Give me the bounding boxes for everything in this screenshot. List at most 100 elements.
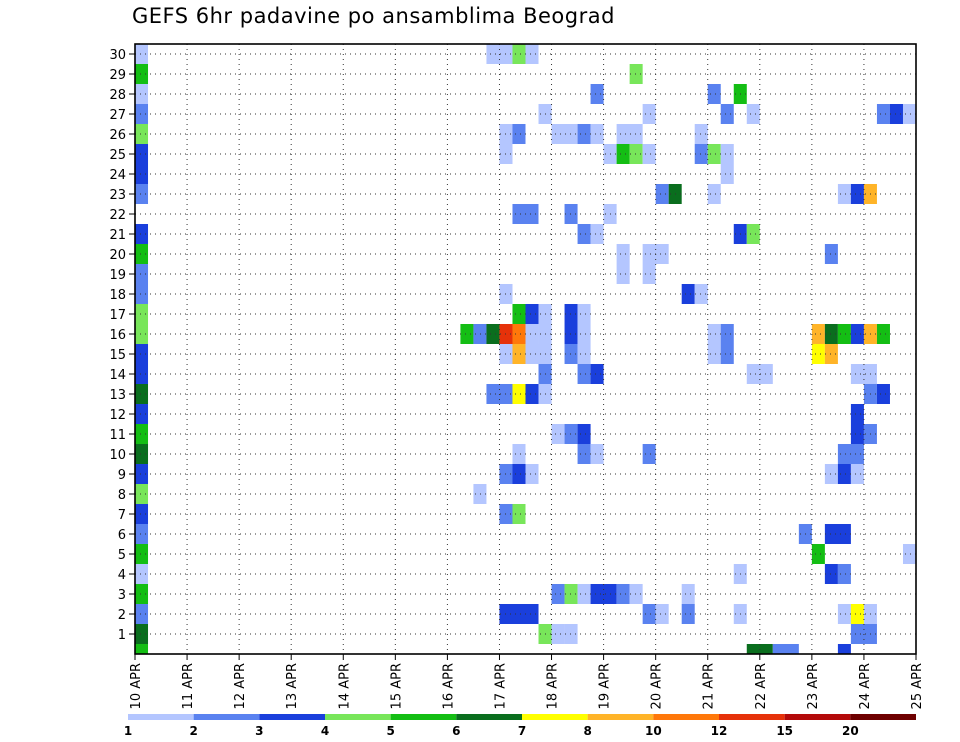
heatmap-cell (577, 364, 591, 384)
heatmap-cell (551, 584, 565, 604)
y-tick-label: 8 (118, 488, 126, 503)
y-tick-label: 12 (109, 408, 126, 423)
heatmap-cell (564, 204, 578, 224)
heatmap-cell (824, 324, 838, 344)
y-tick-label: 27 (109, 108, 126, 123)
legend-swatch (128, 714, 194, 720)
heatmap-cell (135, 404, 149, 424)
y-tick-label: 30 (109, 48, 126, 63)
heatmap-cell (135, 224, 149, 244)
legend-swatch (653, 714, 719, 720)
x-tick-label: 13 APR (285, 663, 300, 709)
heatmap-cell (681, 604, 695, 624)
heatmap-cell (889, 104, 903, 124)
heatmap-cell (135, 84, 149, 104)
legend-swatch (587, 714, 654, 720)
heatmap-cell (135, 564, 149, 584)
heatmap-cell (837, 644, 851, 654)
y-tick-label: 17 (109, 308, 126, 323)
heatmap-cell (824, 244, 838, 264)
heatmap-cell (135, 624, 149, 644)
y-tick-label: 7 (118, 508, 126, 523)
heatmap-cell (902, 104, 916, 124)
x-tick-label: 14 APR (337, 663, 352, 709)
heatmap-cell (746, 224, 760, 244)
heatmap-cell (694, 144, 708, 164)
heatmap-cell (135, 184, 149, 204)
heatmap-cell (590, 364, 604, 384)
heatmap-cell (525, 44, 539, 64)
heatmap-cell (876, 104, 890, 124)
legend-label: 6 (452, 724, 460, 738)
heatmap-cell (590, 444, 604, 464)
cells-layer (135, 44, 916, 654)
heatmap-cell (629, 584, 643, 604)
heatmap-cell (512, 44, 526, 64)
y-tick-label: 9 (118, 468, 126, 483)
heatmap-cell (642, 264, 656, 284)
heatmap-cell (512, 304, 526, 324)
heatmap-cell (837, 604, 851, 624)
heatmap-cell (707, 184, 721, 204)
heatmap-cell (577, 224, 591, 244)
x-tick-label: 15 APR (389, 663, 404, 709)
heatmap-cell (135, 104, 149, 124)
heatmap-cell (135, 244, 149, 264)
x-tick-label: 24 APR (858, 663, 873, 709)
legend-swatch (850, 714, 916, 720)
heatmap-cell (135, 384, 149, 404)
heatmap-cell (551, 624, 565, 644)
heatmap-cell (824, 464, 838, 484)
y-tick-label: 11 (109, 428, 126, 443)
y-tick-label: 26 (109, 128, 126, 143)
heatmap-cell (564, 324, 578, 344)
legend-label: 3 (255, 724, 263, 738)
heatmap-cell (135, 524, 149, 544)
heatmap-cell (525, 304, 539, 324)
heatmap-cell (135, 464, 149, 484)
heatmap-cell (135, 364, 149, 384)
heatmap-cell (525, 384, 539, 404)
heatmap-cell (460, 324, 474, 344)
heatmap-cell (512, 324, 526, 344)
x-tick-label: 22 APR (754, 663, 769, 709)
heatmap-cell (525, 464, 539, 484)
y-tick-label: 25 (109, 148, 126, 163)
heatmap-cell (824, 524, 851, 544)
legend-swatch (325, 714, 391, 720)
heatmap-cell (681, 584, 695, 604)
heatmap-cell (616, 124, 643, 144)
heatmap-cell (629, 144, 643, 164)
y-tick-label: 10 (109, 448, 126, 463)
heatmap-cell (616, 584, 630, 604)
heatmap-cell (135, 164, 149, 184)
legend-label: 1 (124, 724, 132, 738)
x-tick-label: 20 APR (650, 663, 665, 709)
heatmap-cell (564, 344, 578, 364)
legend-swatch (784, 714, 851, 720)
axis-layer: 1234567891011121314151617181920212223242… (109, 43, 925, 709)
heatmap-cell (135, 444, 149, 464)
heatmap-cell (564, 584, 578, 604)
heatmap-cell (135, 284, 149, 304)
legend-label: 7 (518, 724, 526, 738)
heatmap-cell (135, 304, 149, 324)
y-tick-label: 29 (109, 68, 126, 83)
y-tick-label: 5 (118, 548, 126, 563)
heatmap-cell (577, 304, 591, 324)
heatmap-cell (902, 544, 916, 564)
heatmap-cell (135, 144, 149, 164)
y-tick-label: 2 (118, 608, 126, 623)
y-tick-label: 4 (118, 568, 126, 583)
legend-label: 10 (645, 724, 662, 738)
heatmap-cell (720, 344, 734, 364)
y-tick-label: 22 (109, 208, 126, 223)
heatmap-cell (135, 324, 149, 344)
plot-frame (134, 43, 917, 655)
heatmap-cell (642, 144, 656, 164)
heatmap-cell (850, 324, 864, 344)
heatmap-cell (811, 324, 825, 344)
heatmap-cell (837, 564, 851, 584)
x-tick-label: 10 APR (129, 663, 144, 709)
